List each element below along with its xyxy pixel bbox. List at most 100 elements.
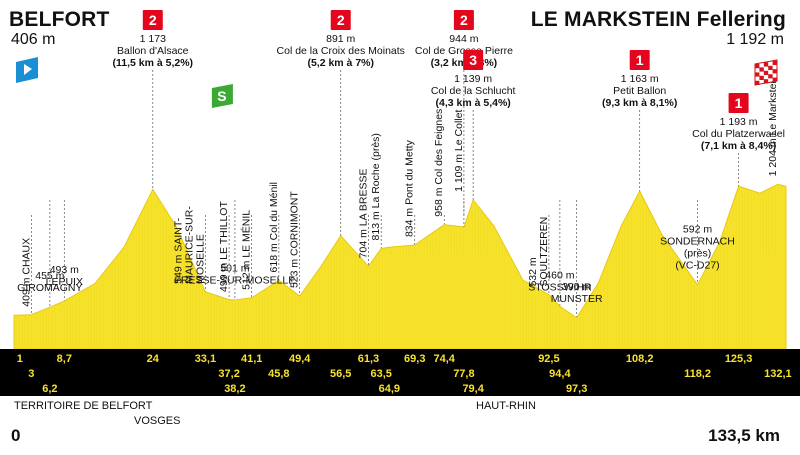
waypoint-label: 493 m <box>50 264 79 276</box>
climb-category-badge <box>629 50 650 70</box>
climb-category: 2 <box>149 12 157 28</box>
km-mark: 77,8 <box>453 368 474 380</box>
climb-category-badge <box>728 93 749 113</box>
waypoint-label: 512 m LE MÉNIL <box>240 210 253 290</box>
climb-stats: (5,2 km à 7%) <box>307 57 374 69</box>
climb-label: 1 173 <box>140 33 166 45</box>
waypoint-label: (VC-D27) <box>675 260 719 272</box>
km-mark: 6,2 <box>42 383 57 395</box>
climb-label: Col du Platzerwasel <box>692 128 785 140</box>
climb-stats: (7,1 km à 8,4%) <box>701 140 776 152</box>
waypoint-label: LEPUIX <box>46 276 83 288</box>
climb-category: 2 <box>460 12 468 28</box>
waypoint-label: 523 m CORNIMONT <box>289 191 301 288</box>
finish-flag-icon <box>754 59 778 86</box>
km-mark: 94,4 <box>549 368 571 380</box>
waypoint-label: MAURICE-SUR- <box>183 206 195 284</box>
waypoint-label: 592 m <box>683 224 712 236</box>
waypoint-label: 813 m La Roche (près) <box>370 133 382 240</box>
finish-town: LE MARKSTEIN Fellering <box>530 8 786 31</box>
km-mark: 64,9 <box>379 383 400 395</box>
waypoint-label: 958 m Col des Feignes <box>433 109 445 217</box>
km-mark: 63,5 <box>370 368 391 380</box>
waypoint-label: 1 109 m Le Collet <box>453 110 465 192</box>
waypoint-label: 501 m <box>220 263 249 275</box>
start-km: 0 <box>11 426 21 445</box>
km-mark: 33,1 <box>195 353 216 365</box>
sprint-label: S <box>217 88 226 104</box>
waypoint-label: SOULTZEREN <box>538 217 550 287</box>
climb-category: 1 <box>636 52 644 68</box>
km-mark: 37,2 <box>218 368 239 380</box>
km-mark: 45,8 <box>268 368 289 380</box>
km-mark: 1 <box>17 353 23 365</box>
km-mark: 61,3 <box>358 353 379 365</box>
waypoint-label: GIROMAGNY <box>17 282 82 294</box>
region-territoire-de-belfort: TERRITOIRE DE BELFORT <box>14 400 153 412</box>
waypoint-label: SONDERNACH <box>660 236 735 248</box>
waypoint-label: 460 m <box>545 269 574 281</box>
waypoint-label: 499 m LE THILLOT <box>218 201 230 292</box>
km-mark: 8,7 <box>57 353 72 365</box>
climb-category-badge <box>142 10 163 30</box>
start-arrow-icon <box>24 64 32 75</box>
climb-label: 1 163 m <box>621 73 659 85</box>
km-mark: 38,2 <box>224 383 245 395</box>
climb-label: 1 193 m <box>720 116 758 128</box>
km-mark: 92,5 <box>538 353 559 365</box>
waypoint-label: 834 m Pont du Metty <box>404 139 416 237</box>
waypoint-label: 532 m <box>527 257 539 286</box>
km-mark: 69,3 <box>404 353 425 365</box>
waypoint-label: 455 m <box>35 270 64 282</box>
climb-label: Col de la Schlucht <box>431 85 516 97</box>
km-mark: 125,3 <box>725 353 753 365</box>
climb-stats: (11,5 km à 5,2%) <box>113 57 194 69</box>
start-altitude: 406 m <box>11 31 56 48</box>
climb-stats: (9,3 km à 8,1%) <box>602 97 677 109</box>
climb-label: Ballon d'Alsace <box>117 45 189 57</box>
km-band <box>0 349 800 396</box>
waypoint-label: MOSELLE <box>194 234 206 284</box>
waypoint-label: 409 m CHAUX <box>20 238 32 307</box>
waypoint-label: (près) <box>684 248 711 260</box>
km-mark: 108,2 <box>626 353 654 365</box>
climb-category: 3 <box>469 52 477 68</box>
climb-label: 944 m <box>449 33 478 45</box>
km-mark: 3 <box>28 368 34 380</box>
waypoint-label: MUNSTER <box>551 293 603 305</box>
climb-category-badge <box>330 10 351 30</box>
climb-stats: (4,3 km à 5,4%) <box>436 97 511 109</box>
waypoint-label: 704 m LA BRESSE <box>357 168 369 258</box>
waypoint-label: 1 204 m Le Markstein <box>767 75 779 176</box>
sprint-badge <box>211 84 233 108</box>
waypoint-label: 549 m SAINT- <box>172 217 184 283</box>
waypoint-label: 618 m Col du Ménil <box>268 182 280 272</box>
km-mark: 79,4 <box>462 383 484 395</box>
climb-category-badge <box>453 10 474 30</box>
waypoint-label: FRESSE-SUR-MOSELLE <box>175 275 296 287</box>
climb-category-badge <box>463 50 484 70</box>
km-mark: 74,4 <box>434 353 456 365</box>
climb-label: Col de la Croix des Moinats <box>277 45 405 57</box>
km-mark: 41,1 <box>241 353 262 365</box>
waypoint-label: 390 m <box>562 281 591 293</box>
climb-label: Petit Ballon <box>613 85 666 97</box>
climb-label: 1 139 m <box>454 73 492 85</box>
region-vosges: VOSGES <box>134 415 181 427</box>
climb-category: 1 <box>735 95 743 111</box>
km-mark: 49,4 <box>289 353 311 365</box>
finish-altitude: 1 192 m <box>726 31 784 48</box>
km-mark: 118,2 <box>684 368 711 380</box>
climb-label: 891 m <box>326 33 355 45</box>
start-town: BELFORT <box>9 8 110 31</box>
total-distance: 133,5 km <box>708 426 780 445</box>
region-haut-rhin: HAUT-RHIN <box>476 400 536 412</box>
km-mark: 24 <box>147 353 160 365</box>
